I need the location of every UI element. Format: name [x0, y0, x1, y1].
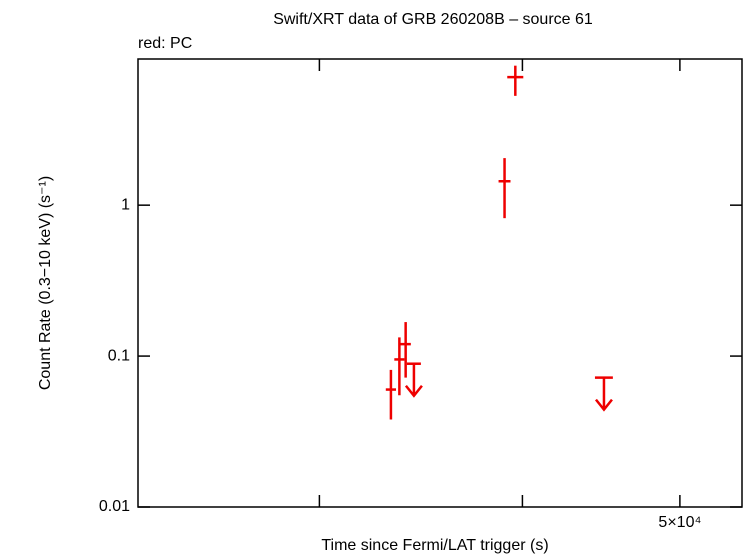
chart-title: Swift/XRT data of GRB 260208B – source 6…	[273, 11, 593, 28]
upper-limit-arrow	[594, 377, 613, 412]
x-axis-label: Time since Fermi/LAT trigger (s)	[321, 537, 548, 554]
y-tick-label: 1	[121, 196, 130, 213]
chart-subtitle: red: PC	[138, 35, 192, 52]
upper-limit-arrow	[404, 363, 423, 398]
plot-frame	[137, 58, 743, 508]
x-tick-label: 5×10⁴	[658, 514, 701, 531]
y-axis-label: Count Rate (0.3−10 keV) (s⁻¹)	[37, 176, 54, 390]
y-tick-label: 0.1	[108, 347, 130, 364]
y-tick-label: 0.01	[99, 498, 130, 515]
